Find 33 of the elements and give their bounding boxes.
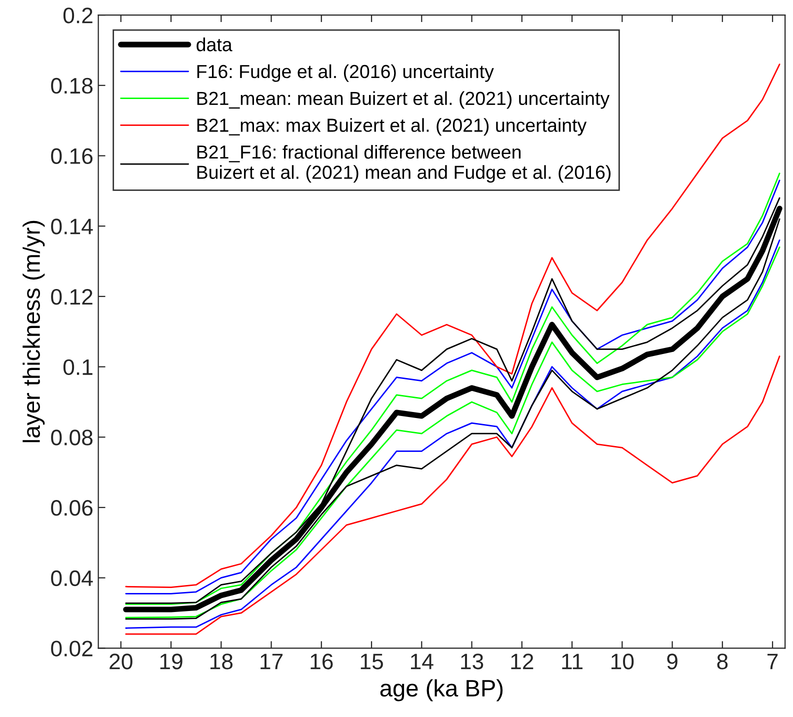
x-tick-label: 14 (410, 654, 434, 670)
legend-label: F16: Fudge et al. (2016) uncertainty (197, 64, 494, 82)
y-tick-label: 0.04 (51, 570, 93, 586)
y-tick-label: 0.14 (51, 218, 93, 234)
x-tick-label: 9 (667, 654, 678, 670)
y-tick-label: 0.2 (63, 8, 92, 24)
y-axis-title: layer thickness (m/yr) (22, 220, 45, 442)
y-tick-label: 0.06 (51, 500, 92, 516)
x-tick-label: 12 (511, 654, 534, 670)
y-tick-label: 0.12 (51, 288, 92, 305)
y-tick-label: 0.08 (51, 430, 93, 446)
x-tick-label: 19 (160, 654, 182, 670)
legend-label: B21_mean: mean Buizert et al. (2021) uncertainty (197, 91, 610, 109)
x-tick-label: 18 (210, 654, 233, 670)
x-tick-label: 10 (611, 654, 634, 670)
legend-label: B21_F16: fractional difference between Buizert et al. (2021) mean and Fudge et al. (2016) (197, 144, 611, 183)
x-tick-label: 20 (110, 654, 132, 670)
x-tick-label: 17 (260, 654, 283, 670)
x-tick-label: 13 (461, 654, 484, 670)
y-tick-label: 0.16 (51, 148, 92, 164)
x-axis-title: age (ka BP) (380, 679, 503, 702)
x-tick-label: 15 (360, 654, 383, 670)
y-tick-label: 0.1 (63, 359, 92, 376)
line-series (125, 64, 780, 588)
legend-label: data (196, 38, 232, 52)
x-tick-label: 16 (310, 654, 333, 670)
x-tick-label: 11 (562, 654, 582, 670)
legend-label: B21_max: max Buizert et al. (2021) uncertainty (197, 118, 587, 136)
x-tick-label: 8 (717, 654, 728, 670)
line-series (125, 356, 780, 635)
x-tick-label: 7 (768, 654, 778, 670)
y-tick-label: 0.18 (51, 78, 93, 94)
y-tick-label: 0.02 (51, 640, 92, 656)
